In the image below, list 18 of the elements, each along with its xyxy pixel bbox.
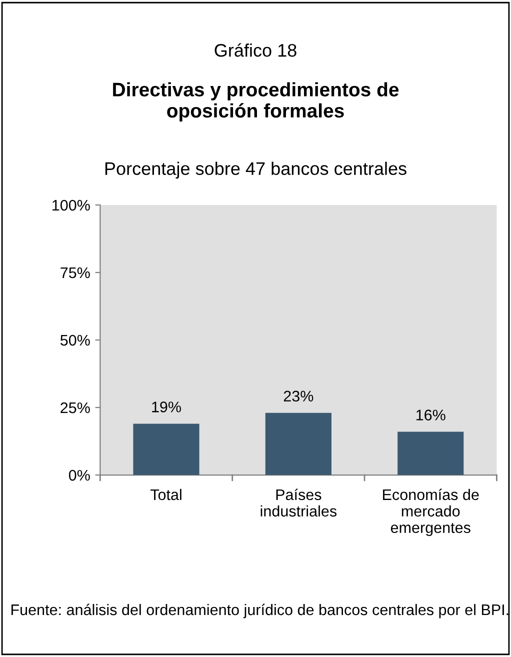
bar xyxy=(398,432,464,476)
x-tick-label: Total xyxy=(150,488,182,500)
y-tick-label: 50% xyxy=(60,334,90,346)
data-label: 16% xyxy=(416,410,446,420)
y-tick-label: 25% xyxy=(60,402,90,414)
data-label: 23% xyxy=(284,390,314,402)
x-tick-label: Países industriales xyxy=(260,488,337,517)
x-tick-label: Economías de mercado emergentes xyxy=(383,488,479,536)
chart-title: Directivas y procedimientos de oposición formales xyxy=(113,82,399,122)
bar xyxy=(265,412,332,476)
bar xyxy=(133,424,200,476)
text: Gráfico 18 xyxy=(214,43,296,57)
data-label: 19% xyxy=(152,402,181,412)
y-tick-label: 75% xyxy=(60,267,90,278)
y-tick-label: 0% xyxy=(68,470,90,481)
source-note: Fuente: análisis del ordenamiento jurídico de bancos centrales por el BPI. xyxy=(11,604,508,618)
y-tick-label: 100% xyxy=(52,200,90,211)
chart-subtitle: Porcentaje sobre 47 bancos centrales xyxy=(105,162,406,179)
